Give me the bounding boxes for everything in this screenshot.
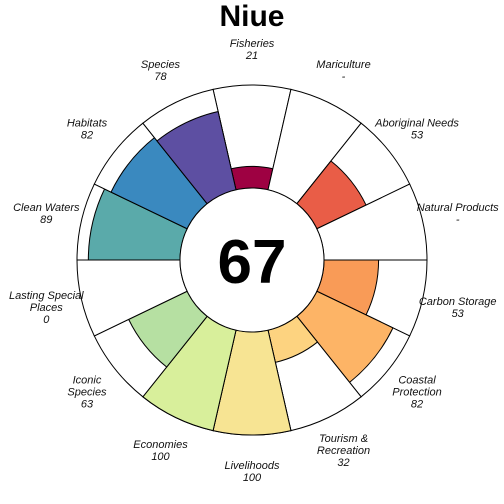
label-species: Species 78	[141, 59, 181, 83]
label-coastal-protection: Coastal Protection 82	[392, 375, 442, 411]
name-mariculture: Mariculture	[316, 59, 370, 71]
overall-score: 67	[218, 228, 287, 297]
name-natural-products: Natural Products	[417, 202, 499, 214]
name-species: Species	[141, 59, 181, 71]
label-economies: Economies 100	[133, 439, 188, 463]
name-fisheries: Fisheries	[230, 38, 275, 50]
value-coastal-protection: 82	[411, 399, 423, 411]
name-aboriginal-needs: Aboriginal Needs	[374, 117, 459, 129]
name-clean-waters: Clean Waters	[13, 202, 80, 214]
value-tourism-and-recreation: 32	[337, 457, 349, 469]
petal-fisheries	[230, 165, 274, 191]
value-aboriginal-needs: 53	[411, 129, 424, 141]
value-economies: 100	[151, 451, 170, 463]
value-fisheries: 21	[245, 50, 258, 62]
value-clean-waters: 89	[40, 214, 52, 226]
value-carbon-storage: 53	[452, 308, 465, 320]
name-lasting-special-places: Lasting Special	[9, 290, 84, 302]
name-iconic-species: Species	[67, 387, 107, 399]
name-tourism-and-recreation: Recreation	[317, 445, 370, 457]
value-livelihoods: 100	[243, 472, 262, 484]
value-iconic-species: 63	[81, 399, 94, 411]
label-natural-products: Natural Products -	[417, 202, 499, 226]
label-fisheries: Fisheries 21	[230, 38, 275, 62]
value-mariculture: -	[342, 71, 346, 83]
label-clean-waters: Clean Waters 89	[13, 202, 80, 226]
label-mariculture: Mariculture -	[316, 59, 370, 83]
value-species: 78	[154, 71, 167, 83]
name-coastal-protection: Coastal	[398, 375, 436, 387]
label-carbon-storage: Carbon Storage 53	[419, 296, 497, 320]
value-habitats: 82	[81, 129, 93, 141]
name-tourism-and-recreation: Tourism &	[319, 433, 368, 445]
value-natural-products: -	[456, 214, 460, 226]
name-livelihoods: Livelihoods	[224, 460, 280, 472]
name-coastal-protection: Protection	[392, 387, 442, 399]
name-habitats: Habitats	[67, 117, 108, 129]
label-habitats: Habitats 82	[67, 117, 108, 141]
label-iconic-species: Iconic Species 63	[67, 375, 107, 411]
label-tourism-and-recreation: Tourism & Recreation 32	[317, 433, 370, 469]
label-aboriginal-needs: Aboriginal Needs 53	[374, 117, 459, 141]
name-iconic-species: Iconic	[73, 375, 102, 387]
name-economies: Economies	[133, 439, 188, 451]
chart-title: Niue	[219, 0, 284, 33]
name-carbon-storage: Carbon Storage	[419, 296, 497, 308]
value-lasting-special-places: 0	[43, 314, 50, 326]
center-circle	[179, 187, 325, 333]
name-lasting-special-places: Places	[30, 302, 64, 314]
label-lasting-special-places: Lasting Special Places 0	[9, 290, 84, 326]
petals-group	[76, 84, 428, 436]
label-livelihoods: Livelihoods 100	[224, 460, 280, 484]
